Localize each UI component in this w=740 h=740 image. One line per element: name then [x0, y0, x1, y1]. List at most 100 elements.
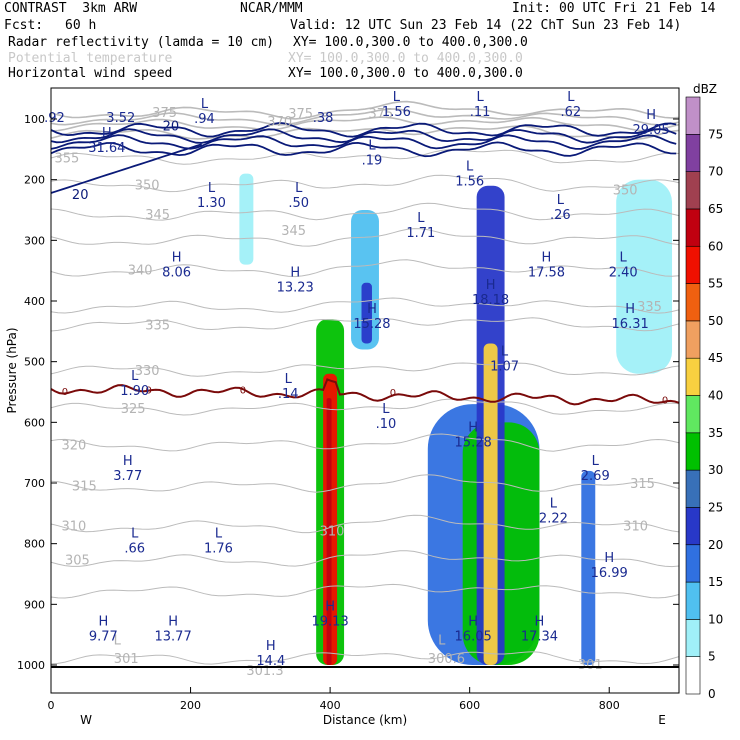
wind-extremum-value: .19 — [362, 153, 383, 168]
theta-contour — [51, 398, 679, 416]
wind-extremum-marker: H — [535, 615, 545, 630]
y-tick-label: 1000 — [17, 659, 45, 672]
zero-contour-label: 0 — [62, 387, 68, 398]
theta-extremum-marker: L — [438, 634, 446, 649]
x-axis-east-label: E — [658, 713, 666, 727]
colorbar-level-label: 25 — [708, 500, 723, 514]
colorbar-swatch — [685, 208, 701, 247]
wind-extremum-marker: H — [367, 302, 377, 317]
colorbar-swatch — [685, 507, 701, 546]
reflectivity-cell — [616, 179, 673, 374]
colorbar-level-label: 10 — [708, 612, 723, 626]
field-xy-theta: XY= 100.0,300.0 to 400.0,300.0 — [288, 51, 523, 66]
colorbar-level-label: 20 — [708, 538, 723, 552]
wind-extremum-marker: H — [468, 615, 478, 630]
wind-extremum-value: 15.28 — [455, 435, 492, 450]
wind-contour — [51, 141, 677, 158]
theta-contour-label: 320 — [61, 438, 86, 453]
wind-extremum-marker: L — [208, 181, 216, 196]
fcst-value: 60 h — [65, 18, 97, 33]
potential-temperature-contours — [51, 100, 679, 665]
y-axis-label: Pressure (hPa) — [5, 327, 19, 413]
theta-contour-label: 325 — [121, 402, 146, 417]
wind-extremum-value: .66 — [124, 542, 145, 557]
theta-contour-label: 375 — [368, 107, 393, 122]
reflectivity-field — [239, 173, 673, 665]
theta-contour — [51, 651, 679, 665]
colorbar-level-label: 30 — [708, 463, 723, 477]
y-tick-label: 400 — [24, 295, 45, 308]
wind-extremum-marker: L — [295, 181, 303, 196]
colorbar-swatch — [685, 96, 701, 135]
center-title: NCAR/MMM — [240, 1, 303, 16]
theta-contour-label: 375 — [152, 106, 177, 121]
wind-extremum-marker: H — [98, 615, 108, 630]
colorbar-swatch — [685, 544, 701, 583]
theta-extremum-marker: L — [114, 634, 122, 649]
y-tick-label: 800 — [24, 538, 45, 551]
colorbar-level-label: 60 — [708, 239, 723, 253]
theta-contour — [51, 259, 679, 278]
theta-contour-label: 335 — [637, 300, 662, 315]
wind-extremum-marker: L — [557, 193, 565, 208]
colorbar-level-label: 70 — [708, 165, 723, 179]
colorbar-level-label: 55 — [708, 277, 723, 291]
y-tick-label: 700 — [24, 477, 45, 490]
wind-extremum-value: 18.18 — [472, 293, 509, 308]
wind-extremum-value: 16.31 — [612, 317, 649, 332]
zero-contour-label: 0 — [240, 386, 246, 397]
wind-extremum-marker: H — [266, 639, 276, 654]
reflectivity-cell — [361, 282, 372, 344]
theta-contour-label: 301 — [578, 658, 603, 673]
x-tick-label: 800 — [599, 699, 620, 712]
colorbar-level-label: 0 — [708, 687, 716, 701]
colorbar-swatch — [685, 432, 701, 471]
wind-extremum-value: 13.23 — [277, 281, 314, 296]
wind-contour — [51, 134, 677, 150]
wind-contour — [51, 143, 202, 194]
wind-extremum-marker: L — [285, 372, 293, 387]
colorbar-level-label: 45 — [708, 351, 723, 365]
wind-contour-label: 20 — [163, 119, 180, 134]
wind-extremum-value: .62 — [561, 105, 582, 120]
wind-extremum-marker: L — [417, 211, 425, 226]
theta-contour — [51, 297, 679, 314]
theta-contour — [51, 317, 679, 332]
theta-contour-label: 315 — [630, 477, 655, 492]
wind-extremum-marker: L — [592, 454, 600, 469]
wind-extremum-marker: H — [168, 615, 178, 630]
reflectivity-cell — [239, 173, 254, 265]
theta-contour — [51, 100, 679, 120]
x-tick-label: 200 — [180, 699, 201, 712]
colorbar-level-label: 35 — [708, 426, 723, 440]
theta-contour-label: 345 — [281, 224, 306, 239]
theta-contour — [51, 583, 679, 599]
y-tick-label: 600 — [24, 416, 45, 429]
wind-extremum-marker: L — [393, 90, 401, 105]
y-tick-label: 200 — [24, 174, 45, 187]
theta-contour-label: 350 — [613, 184, 638, 199]
zero-contour-label: 0 — [662, 395, 668, 406]
theta-contour-label: 350 — [135, 179, 160, 194]
wind-extremum-marker: H — [542, 251, 552, 266]
wind-extremum-value: 19.13 — [312, 614, 349, 629]
theta-contour-label: 340 — [128, 264, 153, 279]
wind-extremum-value: 8.06 — [162, 266, 191, 281]
theta-contour — [51, 362, 679, 377]
theta-contour-label: 330 — [135, 364, 160, 379]
colorbar-swatch — [685, 357, 701, 396]
theta-contour-label: 301 — [114, 652, 139, 667]
theta-contour — [51, 125, 679, 140]
x-axis-west-label: W — [80, 713, 92, 727]
theta-contour-label: 335 — [145, 318, 170, 333]
colorbar-level-label: 15 — [708, 575, 723, 589]
wind-contour-label: 20 — [72, 188, 89, 203]
wind-contour — [51, 128, 677, 144]
wind-extremum-marker: L — [215, 527, 223, 542]
theta-contour-label: 310 — [61, 520, 86, 535]
colorbar-swatch — [685, 469, 701, 508]
wind-extremum-value: .50 — [288, 196, 309, 211]
zero-contour — [51, 378, 679, 406]
colorbar-level-label: 75 — [708, 127, 723, 141]
